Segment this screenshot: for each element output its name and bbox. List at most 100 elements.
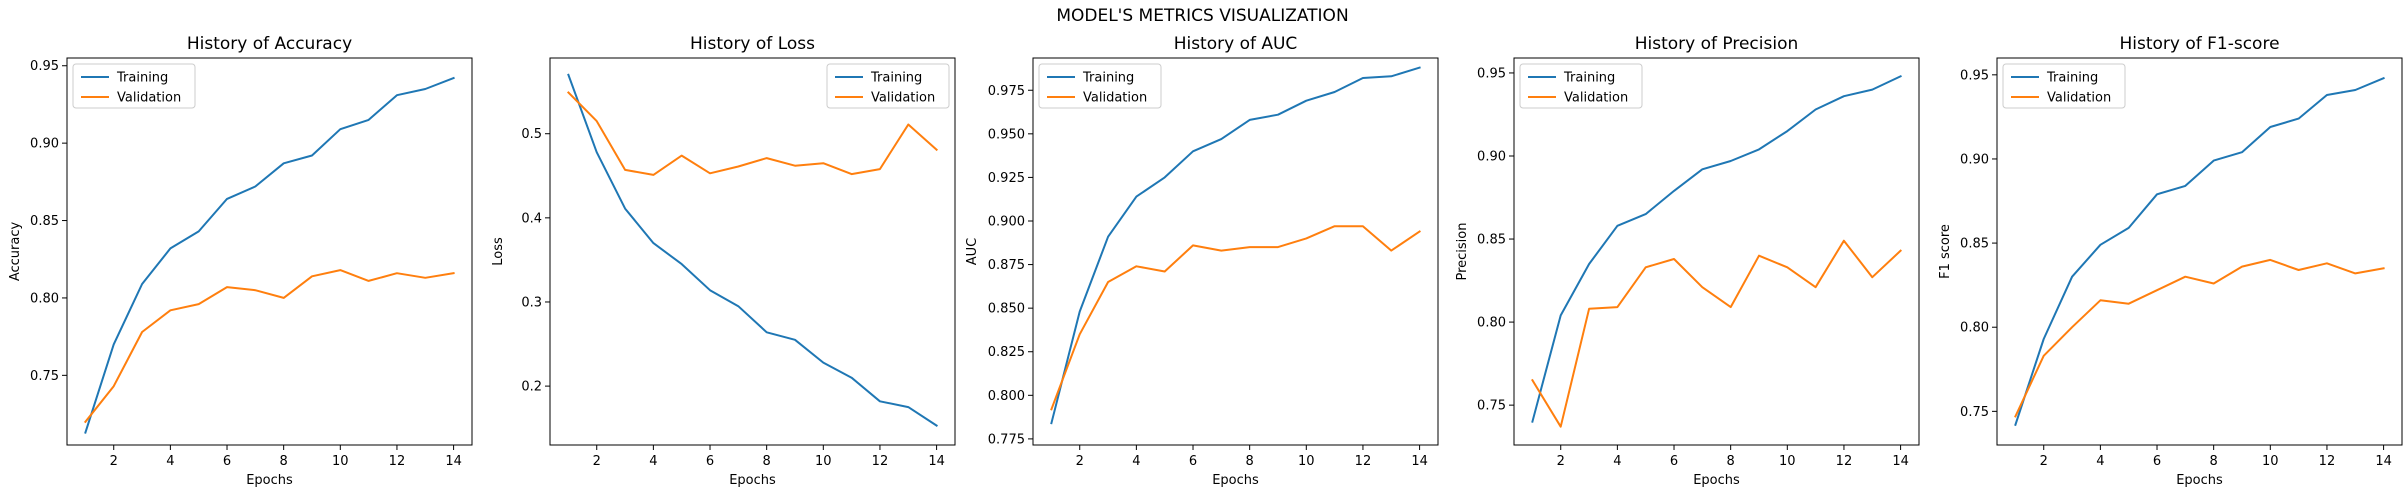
plot-frame (1513, 57, 1920, 446)
legend: Training Validation (826, 63, 950, 109)
x-tick-label: 2 (1557, 454, 1565, 469)
series-line-training (1050, 66, 1421, 425)
x-tick-label: 14 (928, 454, 945, 469)
x-tick-label: 4 (1613, 454, 1621, 469)
y-tick-label: 0.80 (30, 291, 59, 306)
y-tick-label: 0.875 (988, 258, 1025, 273)
x-tick-label: 4 (166, 454, 174, 469)
y-tick-label: 0.975 (988, 84, 1025, 99)
x-tick-label: 12 (389, 454, 406, 469)
legend-label-training: Training (116, 71, 168, 86)
x-tick-label: 8 (2210, 454, 2218, 469)
plot-frame (1032, 57, 1439, 446)
series-line-validation (1050, 225, 1421, 411)
y-tick-label: 0.95 (30, 59, 59, 74)
chart-title: History of Loss (690, 34, 815, 54)
series-line-training (567, 73, 938, 427)
y-tick-label: 0.900 (988, 214, 1025, 229)
figure-title: MODEL'S METRICS VISUALIZATION (1056, 6, 1349, 26)
chart-panel-5: History of F1-score 2 4 6 8 10 12 14 0.75 0.80 0.8… (1938, 34, 2403, 488)
y-axis-label: Precision (1455, 222, 1470, 280)
plot-frame (1996, 57, 2403, 446)
y-tick-label: 0.75 (30, 369, 59, 384)
x-tick-label: 14 (1411, 454, 1428, 469)
legend-label-training: Training (1563, 71, 1615, 86)
x-tick-label: 8 (280, 454, 288, 469)
x-tick-label: 4 (1132, 454, 1140, 469)
y-tick-label: 0.95 (1960, 68, 1989, 83)
x-tick-label: 4 (649, 454, 657, 469)
x-tick-label: 10 (2262, 454, 2279, 469)
y-tick-label: 0.825 (988, 345, 1025, 360)
x-tick-label: 14 (2375, 454, 2392, 469)
x-tick-label: 2 (593, 454, 601, 469)
y-tick-label: 0.850 (988, 302, 1025, 317)
chart-title: History of Precision (1635, 34, 1799, 54)
chart-panel-2: History of Loss 2 4 6 8 10 12 14 0.2 0.3 0.4 0.5 Epo… (491, 34, 956, 488)
x-tick-label: 10 (815, 454, 832, 469)
legend: Training Validation (1038, 63, 1162, 109)
legend: Training Validation (1519, 63, 1643, 109)
x-tick-label: 8 (1246, 454, 1254, 469)
legend: Training Validation (72, 63, 196, 109)
y-tick-label: 0.5 (521, 127, 542, 142)
x-tick-label: 14 (445, 454, 462, 469)
x-tick-label: 10 (332, 454, 349, 469)
y-axis-label: Accuracy (8, 222, 23, 282)
series-line-training (1531, 74, 1902, 423)
x-tick-label: 12 (2319, 454, 2336, 469)
y-tick-label: 0.80 (1477, 316, 1506, 331)
x-tick-label: 6 (1189, 454, 1197, 469)
chart-panel-1: History of Accuracy 2 4 6 8 10 12 14 0.75 0.80 0.8… (8, 34, 473, 488)
series-line-validation (83, 269, 455, 424)
x-tick-label: 10 (1779, 454, 1796, 469)
plot-frame (549, 57, 956, 446)
y-tick-label: 0.90 (1477, 149, 1506, 164)
y-tick-label: 0.3 (521, 295, 542, 310)
chart-title: History of AUC (1174, 34, 1298, 54)
legend-label-training: Training (870, 71, 922, 86)
series-line-validation (2014, 258, 2385, 418)
y-tick-label: 0.75 (1477, 399, 1506, 414)
y-tick-label: 0.95 (1477, 66, 1506, 81)
legend-label-validation: Validation (1083, 91, 1147, 106)
legend-label-validation: Validation (871, 91, 935, 106)
series-line-training (84, 76, 455, 434)
series-line-validation (566, 91, 939, 176)
legend: Training Validation (2002, 63, 2126, 109)
plot-frame (66, 57, 473, 446)
y-tick-label: 0.85 (1477, 233, 1506, 248)
y-tick-label: 0.90 (30, 137, 59, 152)
y-tick-label: 0.85 (1960, 237, 1989, 252)
y-tick-label: 0.4 (521, 211, 542, 226)
x-tick-label: 6 (223, 454, 231, 469)
y-tick-label: 0.950 (988, 127, 1025, 142)
x-axis-label: Epochs (2176, 473, 2223, 488)
x-tick-label: 6 (1670, 454, 1678, 469)
y-tick-label: 0.925 (988, 171, 1025, 186)
y-axis-label: F1 score (1938, 224, 1953, 279)
legend-label-training: Training (2046, 71, 2098, 86)
y-axis-label: Loss (491, 237, 506, 266)
legend-label-validation: Validation (1564, 91, 1628, 106)
series-line-training (2014, 76, 2385, 427)
chart-panel-3: History of AUC 2 4 6 8 10 12 14 0.775 0.800 0.825 0… (965, 34, 1439, 488)
x-tick-label: 14 (1892, 454, 1909, 469)
x-tick-label: 4 (2096, 454, 2104, 469)
x-tick-label: 2 (1076, 454, 1084, 469)
chart-panel-4: History of Precision 2 4 6 8 10 12 14 0.75 0.80 0.… (1455, 34, 1920, 488)
x-tick-label: 10 (1298, 454, 1315, 469)
x-axis-label: Epochs (246, 473, 293, 488)
legend-label-validation: Validation (117, 91, 181, 106)
x-tick-label: 6 (706, 454, 714, 469)
y-tick-label: 0.80 (1960, 321, 1989, 336)
y-tick-label: 0.90 (1960, 152, 1989, 167)
x-tick-label: 8 (1727, 454, 1735, 469)
y-tick-label: 0.85 (30, 214, 59, 229)
series-line-validation (1531, 239, 1903, 428)
chart-title: History of F1-score (2119, 34, 2279, 54)
legend-label-training: Training (1082, 71, 1134, 86)
x-tick-label: 6 (2153, 454, 2161, 469)
y-tick-label: 0.2 (521, 380, 542, 395)
